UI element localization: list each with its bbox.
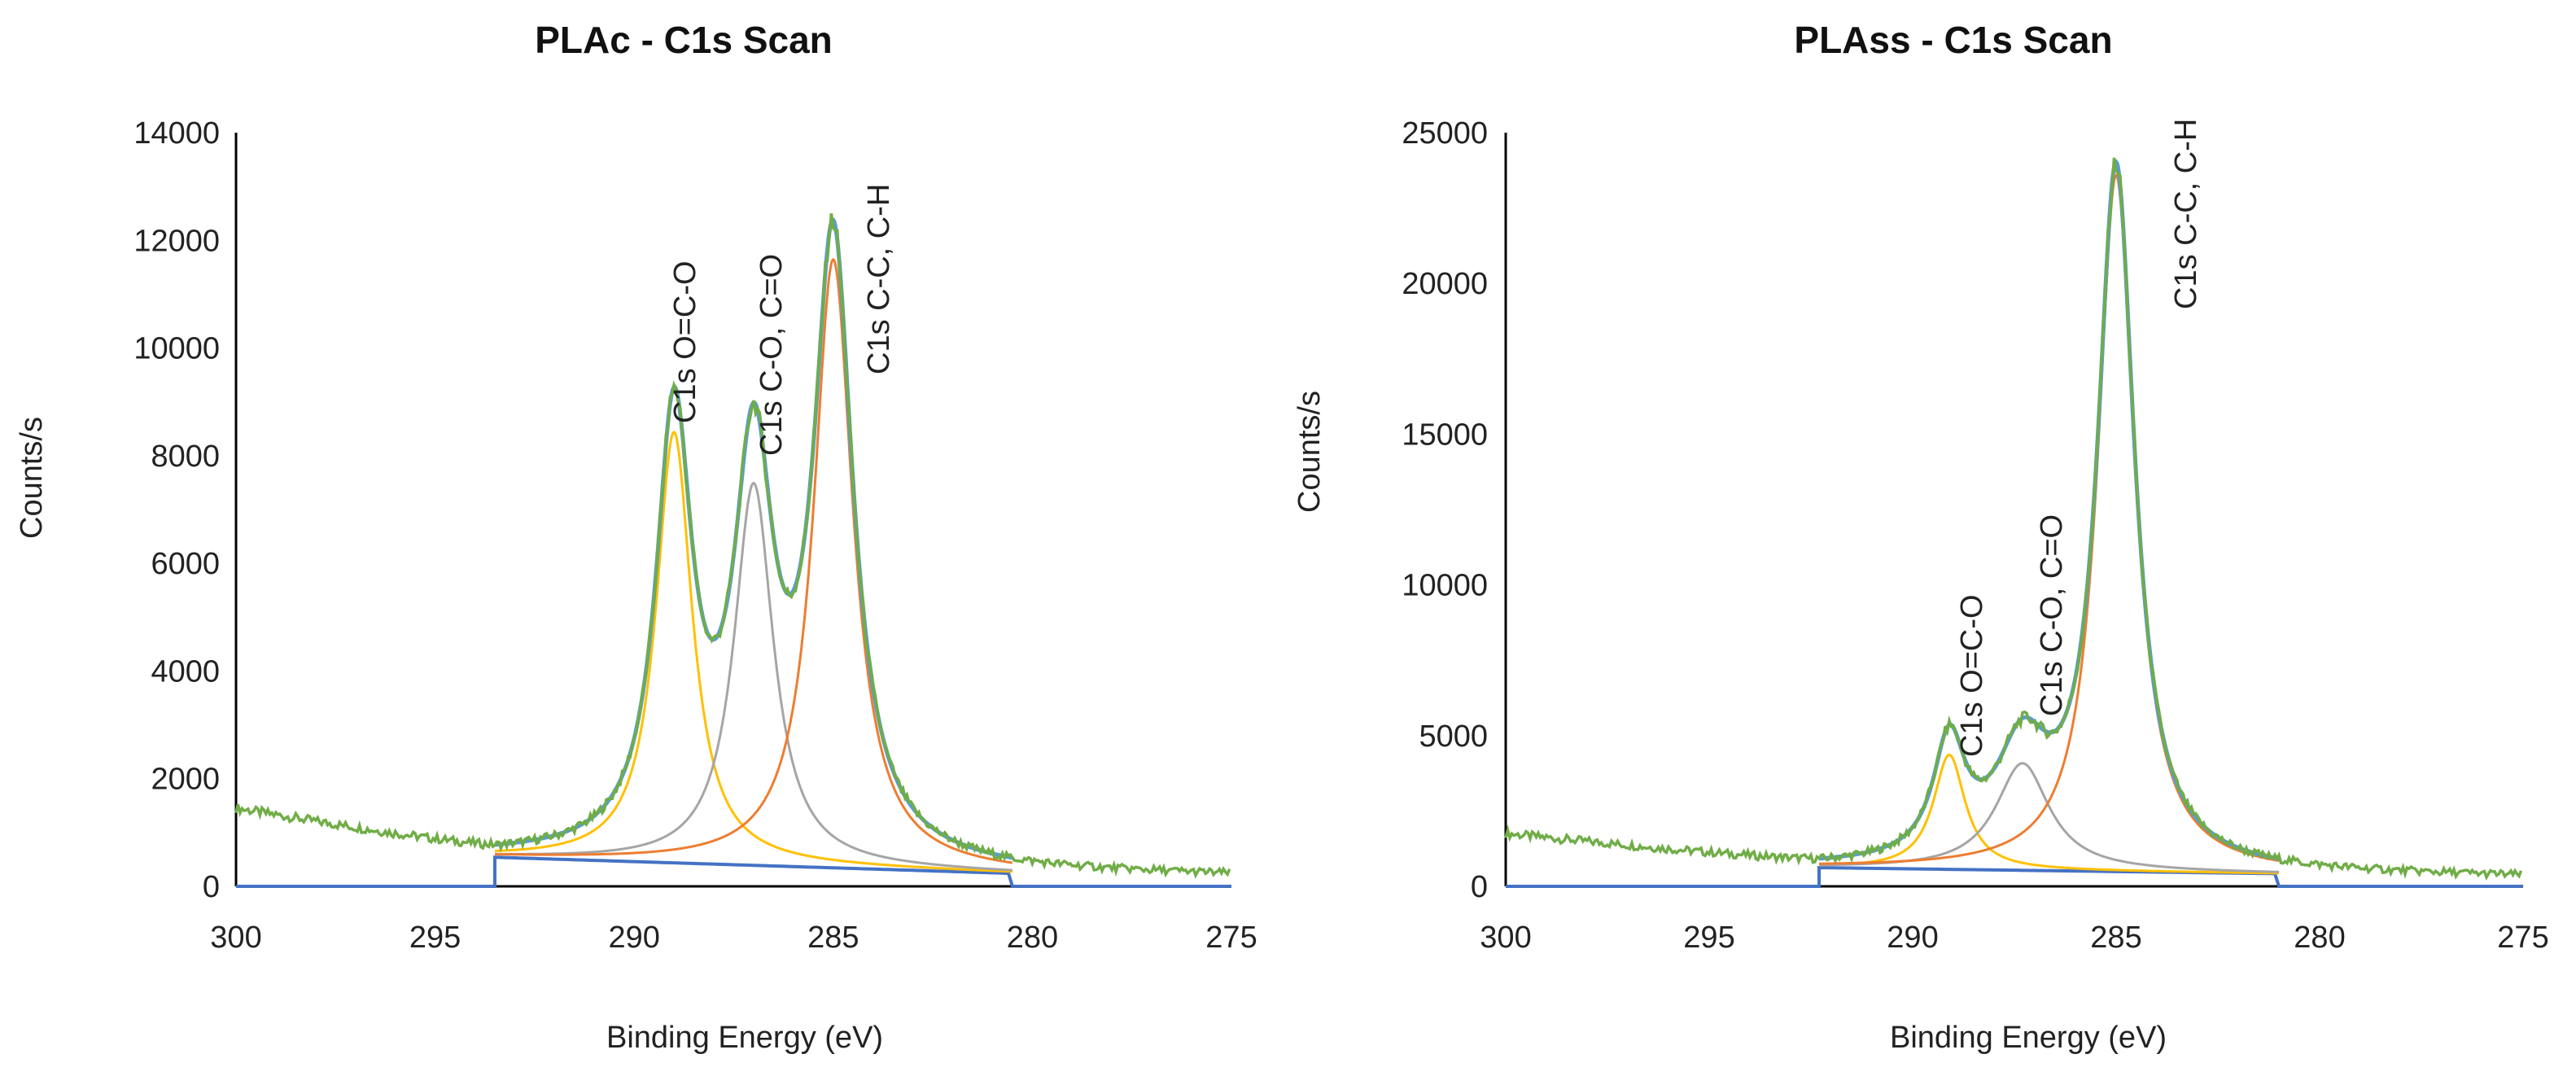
envelope-series	[494, 217, 1013, 860]
chart-plass: 0 5000 10000 15000 20000 25000 300 295 290 285 280…	[1286, 0, 2576, 1089]
y-tick-label: 14000	[133, 116, 220, 151]
x-tick-label: 295	[1683, 921, 1734, 955]
peak-label: C1s C-O, C=O	[754, 254, 789, 456]
x-tick-label: 300	[210, 921, 261, 955]
x-tick-label: 275	[2497, 921, 2548, 955]
y-axis-label: Counts/s	[15, 417, 49, 539]
component-peak-1	[495, 481, 1013, 872]
envelope-series	[1818, 159, 2280, 861]
x-tick-label: 280	[1007, 921, 1058, 955]
y-tick-label: 0	[203, 870, 220, 904]
chart-title: PLAss - C1s Scan	[1794, 19, 2113, 61]
plot-area-plac: 0 2000 4000 6000 8000 10000 12000 14000 300 295 29…	[133, 116, 1257, 955]
y-tick-label: 12000	[133, 224, 220, 258]
y-tick-label: 25000	[1402, 116, 1488, 151]
peak-label: C1s C-C, C-H	[862, 184, 896, 374]
x-tick-label: 285	[2090, 921, 2141, 955]
x-tick-label: 290	[608, 921, 659, 955]
component-peak-0	[495, 431, 1012, 873]
component-peak-0	[1819, 753, 2280, 875]
y-tick-label: 10000	[1402, 569, 1488, 603]
baseline-series	[236, 855, 1231, 888]
chart-title: PLAc - C1s Scan	[535, 19, 833, 61]
peak-label: C1s O=C-O	[668, 260, 702, 423]
y-tick-label: 15000	[1402, 418, 1488, 452]
component-peak-2	[495, 257, 1013, 864]
y-tick-label: 0	[1471, 870, 1488, 904]
chart-plac: 0 2000 4000 6000 8000 10000 12000 14000 300 295 29…	[0, 0, 1286, 1089]
peak-label: C1s C-C, C-H	[2169, 119, 2203, 309]
y-tick-label: 5000	[1419, 719, 1488, 754]
x-tick-label: 290	[1887, 921, 1938, 955]
x-axis-label: Binding Energy (eV)	[1890, 1021, 2167, 1055]
y-axis-label: Counts/s	[1292, 391, 1327, 513]
raw-data-series	[234, 213, 1231, 879]
y-tick-label: 2000	[151, 763, 220, 797]
y-tick-label: 6000	[151, 547, 220, 581]
x-tick-label: 275	[1205, 921, 1257, 955]
y-tick-label: 4000	[151, 654, 220, 689]
peak-label: C1s C-O, C=O	[2035, 514, 2069, 716]
x-axis-label: Binding Energy (eV)	[606, 1021, 884, 1055]
x-tick-label: 295	[409, 921, 461, 955]
y-tick-label: 10000	[133, 332, 220, 366]
plot-area-plass: 0 5000 10000 15000 20000 25000 300 295 290 285 280…	[1402, 116, 2548, 955]
component-peak-1	[1818, 762, 2280, 873]
raw-data-series	[1504, 157, 2523, 881]
x-tick-label: 300	[1480, 921, 1531, 955]
x-tick-label: 280	[2294, 921, 2345, 955]
x-tick-label: 285	[807, 921, 859, 955]
peak-label: C1s O=C-O	[1955, 594, 1989, 757]
y-tick-label: 20000	[1402, 267, 1488, 301]
component-peak-2	[1819, 173, 2280, 865]
y-tick-label: 8000	[151, 440, 220, 474]
